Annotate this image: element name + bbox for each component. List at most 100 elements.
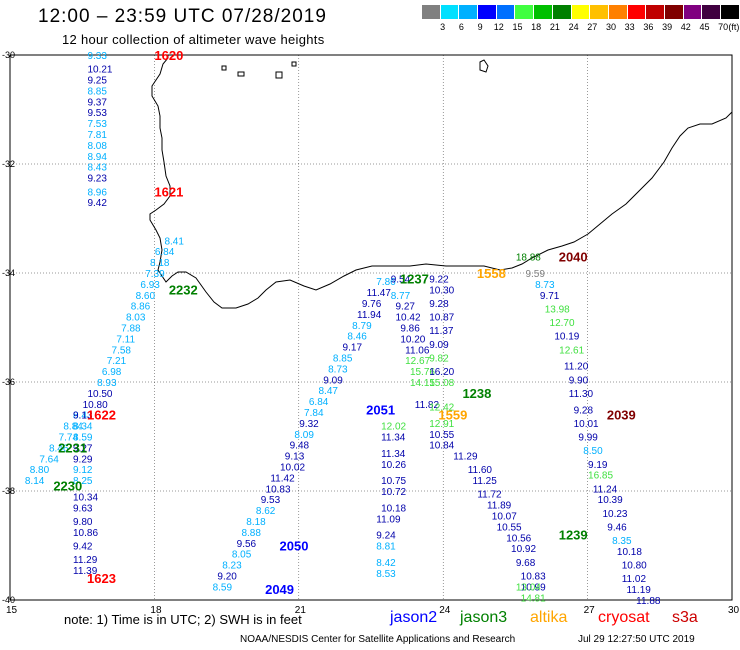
- wave-height-value: 9.27: [73, 443, 93, 454]
- wave-height-value: 8.41: [164, 236, 184, 247]
- legend-swatch: [496, 5, 516, 19]
- wave-height-value: 9.56: [237, 539, 257, 550]
- legend-label: 3: [440, 22, 446, 32]
- wave-height-value: 8.96: [87, 187, 107, 198]
- wave-height-value: 8.43: [87, 163, 107, 174]
- wave-height-value: 10.21: [87, 65, 112, 76]
- wave-height-value: 11.88: [636, 596, 661, 607]
- legend-swatch: [608, 5, 628, 19]
- wave-height-value: 12.91: [429, 419, 454, 430]
- legend-swatch: [534, 5, 553, 19]
- island-outline: [221, 65, 227, 71]
- track-cryosat-west: 9.3310.219.258.859.379.537.537.818.088.9…: [73, 51, 113, 577]
- wave-height-value: 10.19: [554, 332, 579, 343]
- island-outline: [275, 71, 283, 79]
- pass-time-label: 1239: [559, 528, 588, 543]
- legend-swatch: [478, 5, 497, 19]
- wave-height-value: 9.80: [73, 517, 93, 528]
- wave-height-value: 11.29: [73, 555, 98, 566]
- legend-label: 27: [587, 22, 598, 32]
- wave-height-value: 8.62: [256, 506, 276, 517]
- legend-label: 18: [531, 22, 542, 32]
- wave-height-value: 10.87: [429, 313, 454, 324]
- wave-height-value: 7.84: [304, 408, 324, 419]
- wave-height-value: 7.86: [376, 277, 396, 288]
- wave-height-value: 6.84: [309, 397, 329, 408]
- wave-height-value: 9.33: [87, 51, 107, 62]
- legend-swatch: [664, 5, 684, 19]
- legend-label: 12: [493, 22, 504, 32]
- wave-height-value: 10.18: [617, 547, 642, 558]
- wave-height-value: 10.80: [83, 400, 108, 411]
- wave-height-value: 11.29: [453, 452, 478, 463]
- wave-height-value: 9.13: [73, 411, 93, 422]
- wave-height-value: 7.53: [87, 119, 107, 130]
- wave-height-value: 8.35: [612, 536, 632, 547]
- x-tick-label: 18: [150, 605, 162, 616]
- axis-ticks: 15 18 21 24 27 30 -30 -32 -34 -36 -38 -40: [2, 50, 740, 616]
- wave-height-value: 8.59: [73, 433, 93, 444]
- wave-height-value: 9.20: [217, 571, 237, 582]
- island-outline: [237, 71, 245, 77]
- wave-height-value: 8.59: [213, 582, 233, 593]
- track-s3a-east: 18.88 9.598.739.71 13.98 12.70 10.19 12.61 11.…: [516, 253, 651, 596]
- wave-height-value: 9.86: [400, 324, 420, 335]
- wave-height-value: 8.80: [30, 465, 50, 476]
- wave-height-value: 9.22: [429, 274, 449, 285]
- pass-time-label: 2232: [169, 282, 198, 297]
- wave-height-value: 10.55: [429, 430, 454, 441]
- wave-height-value: 9.17: [343, 343, 363, 354]
- wave-height-value: 13.98: [545, 304, 570, 315]
- wave-height-value: 9.90: [569, 375, 589, 386]
- timestamp-text: Jul 29 12:27:50 UTC 2019: [578, 634, 695, 645]
- legend-swatch: [440, 5, 460, 19]
- wave-height-value: 16.20: [429, 367, 454, 378]
- pass-time-label: 2039: [607, 408, 636, 423]
- wave-height-value: 9.37: [87, 97, 107, 108]
- pass-time-label: 1238: [462, 386, 491, 401]
- legend-label: 9: [477, 22, 483, 32]
- wave-height-value: 11.24: [593, 484, 618, 495]
- legend-swatch: [459, 5, 479, 19]
- legend-swatch: [571, 5, 591, 19]
- wave-height-value: 9.53: [261, 495, 281, 506]
- legend-swatch: [627, 5, 647, 19]
- legend-label: 70: [718, 22, 729, 32]
- wave-height-value: 9.99: [578, 433, 598, 444]
- legend-swatch: [590, 5, 609, 19]
- track-jason2-east: 9.54 8.779.2710.429.8610.2011.0612.6715.7…: [376, 274, 439, 579]
- wave-height-value: 9.54: [391, 274, 411, 285]
- wave-height-value: 16.85: [588, 471, 613, 482]
- wave-height-value: 9.19: [588, 460, 608, 471]
- wave-height-value: 8.23: [222, 561, 242, 572]
- y-tick-label: -38: [2, 486, 15, 496]
- pass-time-label: 2040: [559, 250, 588, 265]
- wave-height-value: 10.83: [521, 571, 546, 582]
- page-subtitle: 12 hour collection of altimeter wave hei…: [62, 32, 325, 47]
- satellite-jason3: jason3: [460, 609, 508, 626]
- wave-height-value: 8.08: [87, 141, 107, 152]
- color-scale-labels: 3 6 9 12 15 18 21 24 27 30 33 36 39 42 45 70 (ft): [422, 22, 739, 34]
- wave-height-value: 9.09: [429, 340, 449, 351]
- wave-height-value: 10.84: [429, 441, 454, 452]
- wave-height-value: 7.64: [39, 454, 59, 465]
- wave-height-value: 11.02: [622, 574, 647, 585]
- wave-height-value: 11.19: [627, 585, 652, 596]
- wave-height-value: 8.34: [73, 422, 93, 433]
- wave-height-value: 9.23: [87, 174, 107, 185]
- wave-height-value: 11.72: [477, 490, 502, 501]
- wave-height-value: 9.29: [73, 454, 93, 465]
- wave-height-value: 12.02: [381, 422, 406, 433]
- wave-height-value: 8.42: [376, 558, 396, 569]
- wave-height-value: 9.25: [87, 76, 107, 87]
- wave-height-value: 9.32: [299, 419, 319, 430]
- wave-height-value: 11.37: [429, 326, 454, 337]
- wave-height-value: 10.50: [87, 389, 112, 400]
- wave-height-value: 8.73: [535, 280, 555, 291]
- wave-height-value: 9.71: [540, 291, 560, 302]
- pass-time-label: 1622: [87, 408, 116, 423]
- wave-height-value: 8.46: [347, 332, 367, 343]
- wave-height-value: 8.09: [294, 430, 314, 441]
